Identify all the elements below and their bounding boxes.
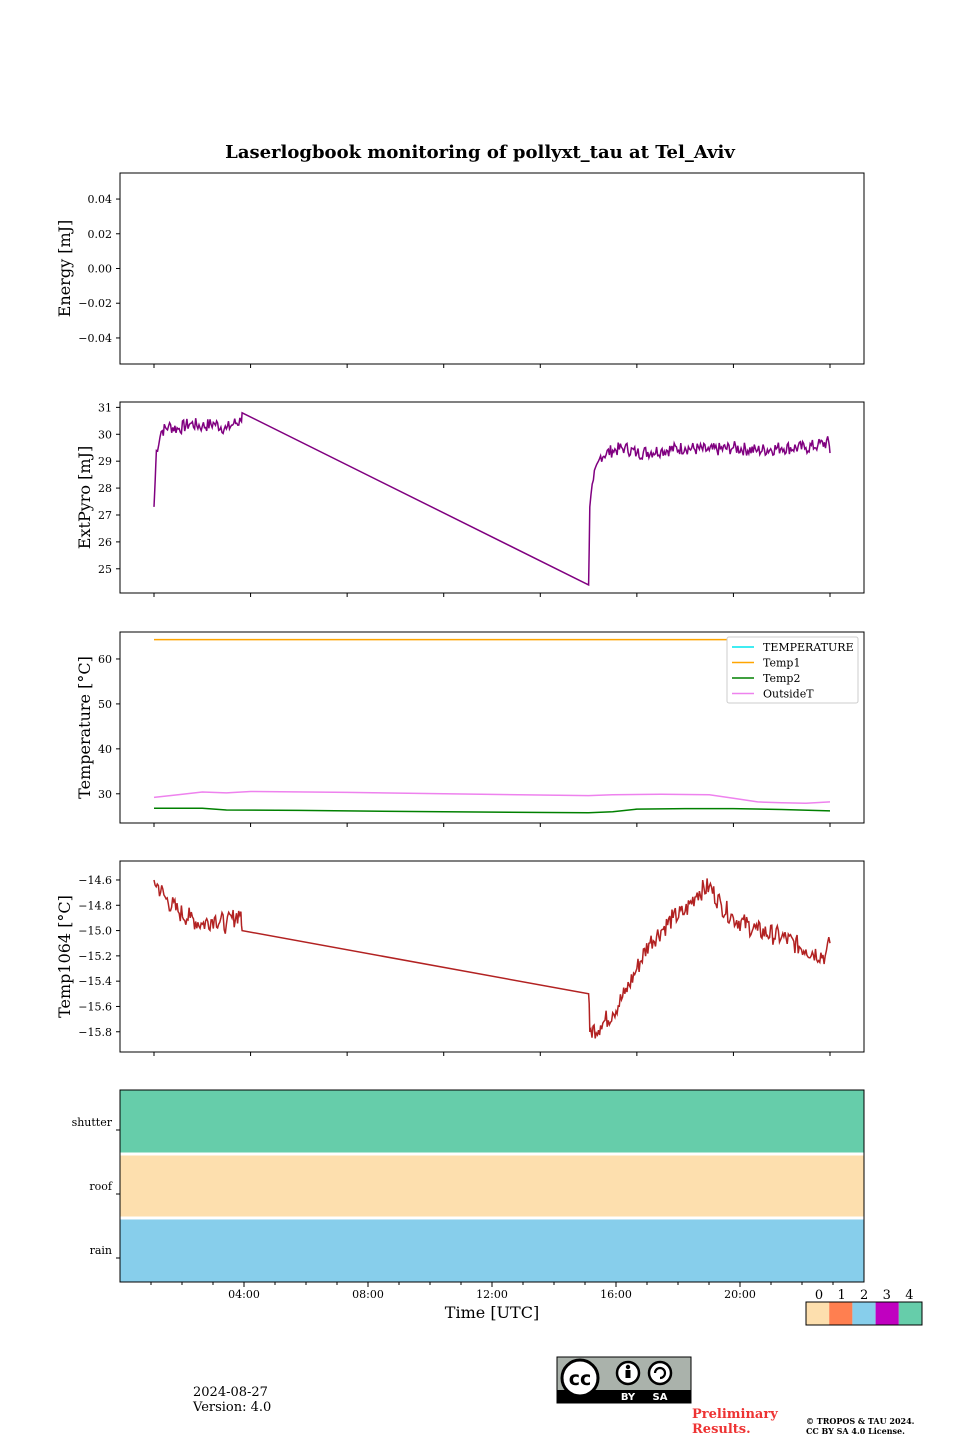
extpyro-ytick-label: 30 — [98, 428, 112, 441]
status-row-roof — [120, 1155, 864, 1217]
cc-text: cc — [569, 1368, 592, 1390]
copyright-1: © TROPOS & TAU 2024. — [806, 1416, 915, 1426]
x-axis-label: Time [UTC] — [445, 1303, 539, 1322]
extpyro-frame — [119, 401, 865, 594]
temperature-series-temp2 — [154, 807, 831, 814]
legend-label-outsidet: OutsideT — [763, 688, 814, 701]
footer-date: 2024-08-27 — [193, 1385, 268, 1400]
colorbar-swatch-3 — [875, 1302, 899, 1325]
energy-ytick-label: 0.00 — [88, 263, 113, 276]
extpyro-ylabel: ExtPyro [mJ] — [75, 446, 94, 549]
temperature-legend: TEMPERATURE Temp1 Temp2 OutsideT — [726, 636, 859, 704]
temperature-ytick-label: 50 — [98, 698, 112, 711]
extpyro-ytick-label: 28 — [98, 482, 112, 495]
extpyro-ytick-label: 27 — [98, 509, 112, 522]
panels: 0.04 0.02 0.00 −0.02 −0.04 Energy [mJ] 31 30 29 2… — [55, 172, 865, 1283]
x-tick-label: 04:00 — [228, 1288, 260, 1301]
extpyro-ytick-label: 31 — [98, 401, 112, 414]
extpyro-ytick-label: 29 — [98, 455, 112, 468]
energy-ytick-label: 0.02 — [88, 228, 113, 241]
copyright-2: CC BY SA 4.0 License. — [806, 1426, 905, 1436]
temperature-series-outsidet — [153, 790, 831, 804]
temp1064-ylabel: Temp1064 [°C] — [55, 895, 74, 1018]
legend-label-temp1: Temp1 — [763, 657, 800, 670]
temperature-ytick-label: 40 — [98, 743, 112, 756]
x-axis: 04:00 08:00 12:00 16:00 20:00 — [150, 1282, 834, 1301]
colorbar-label-1: 1 — [837, 1288, 845, 1303]
energy-panel: 0.04 0.02 0.00 −0.02 −0.04 Energy [mJ] — [55, 172, 865, 368]
temp1064-series-0 — [153, 878, 831, 1039]
temperature-ytick-label: 30 — [98, 788, 112, 801]
x-tick-label: 16:00 — [600, 1288, 632, 1301]
chart-title: Laserlogbook monitoring of pollyxt_tau a… — [225, 142, 735, 163]
footer-version: Version: 4.0 — [192, 1400, 271, 1415]
colorbar-swatch-4 — [898, 1302, 922, 1325]
temperature-panel: 60 50 40 30 Temperature [°C] TEMPERATURE Temp1… — [75, 631, 865, 827]
colorbar-label-4: 4 — [905, 1288, 913, 1303]
energy-ytick-label: 0.04 — [88, 193, 113, 206]
energy-ytick-label: −0.02 — [78, 297, 112, 310]
status-row-label-shutter: shutter — [72, 1116, 113, 1129]
cc-license-logo: cc BY SA — [556, 1356, 692, 1404]
extpyro-panel: 31 30 29 28 27 26 25 ExtPyro [mJ] — [75, 401, 865, 597]
temp1064-ytick-label: −15.6 — [78, 1000, 112, 1013]
status-row-label-rain: rain — [90, 1244, 112, 1257]
colorbar-swatch-2 — [852, 1302, 876, 1325]
temperature-ylabel: Temperature [°C] — [75, 656, 94, 799]
temp1064-ytick-label: −15.0 — [78, 925, 112, 938]
cc-sa-label: SA — [653, 1392, 668, 1403]
temp1064-panel: −14.6 −14.8 −15.0 −15.2 −15.4 −15.6 −15.8 Temp1… — [55, 860, 865, 1056]
status-row-label-roof: roof — [89, 1180, 113, 1193]
cc-by-label: BY — [621, 1392, 636, 1403]
colorbar-label-0: 0 — [815, 1288, 823, 1303]
temp1064-frame — [119, 860, 865, 1053]
legend-box — [726, 636, 859, 704]
x-tick-label: 20:00 — [724, 1288, 756, 1301]
x-tick-label: 08:00 — [352, 1288, 384, 1301]
sa-icon — [647, 1360, 673, 1386]
temp1064-ytick-label: −15.2 — [78, 950, 112, 963]
legend-label-temp2: Temp2 — [763, 672, 800, 685]
x-tick-label: 12:00 — [476, 1288, 508, 1301]
extpyro-ytick-label: 26 — [98, 536, 112, 549]
energy-frame — [119, 172, 865, 365]
energy-ylabel: Energy [mJ] — [55, 220, 74, 318]
temp1064-ytick-label: −14.6 — [78, 874, 112, 887]
colorbar-frame — [805, 1301, 923, 1326]
temp1064-ytick-label: −15.8 — [78, 1026, 112, 1039]
extpyro-series-0 — [153, 411, 831, 587]
temp1064-ytick-label: −15.4 — [78, 975, 112, 988]
temp1064-ytick-label: −14.8 — [78, 899, 112, 912]
colorbar-label-3: 3 — [883, 1288, 891, 1303]
temperature-ytick-label: 60 — [98, 653, 112, 666]
status-panel: shutter roof rain — [72, 1089, 865, 1283]
colorbar-swatch-0 — [806, 1302, 830, 1325]
preliminary-text-1: Preliminary — [692, 1407, 778, 1422]
legend-label-temperature: TEMPERATURE — [763, 641, 854, 654]
extpyro-ytick-label: 25 — [98, 563, 112, 576]
colorbar-swatch-1 — [829, 1302, 853, 1325]
preliminary-text-2: Results. — [692, 1422, 751, 1437]
status-row-rain — [120, 1219, 864, 1282]
status-row-shutter — [120, 1090, 864, 1153]
colorbar-label-2: 2 — [860, 1288, 868, 1303]
energy-ytick-label: −0.04 — [78, 332, 112, 345]
